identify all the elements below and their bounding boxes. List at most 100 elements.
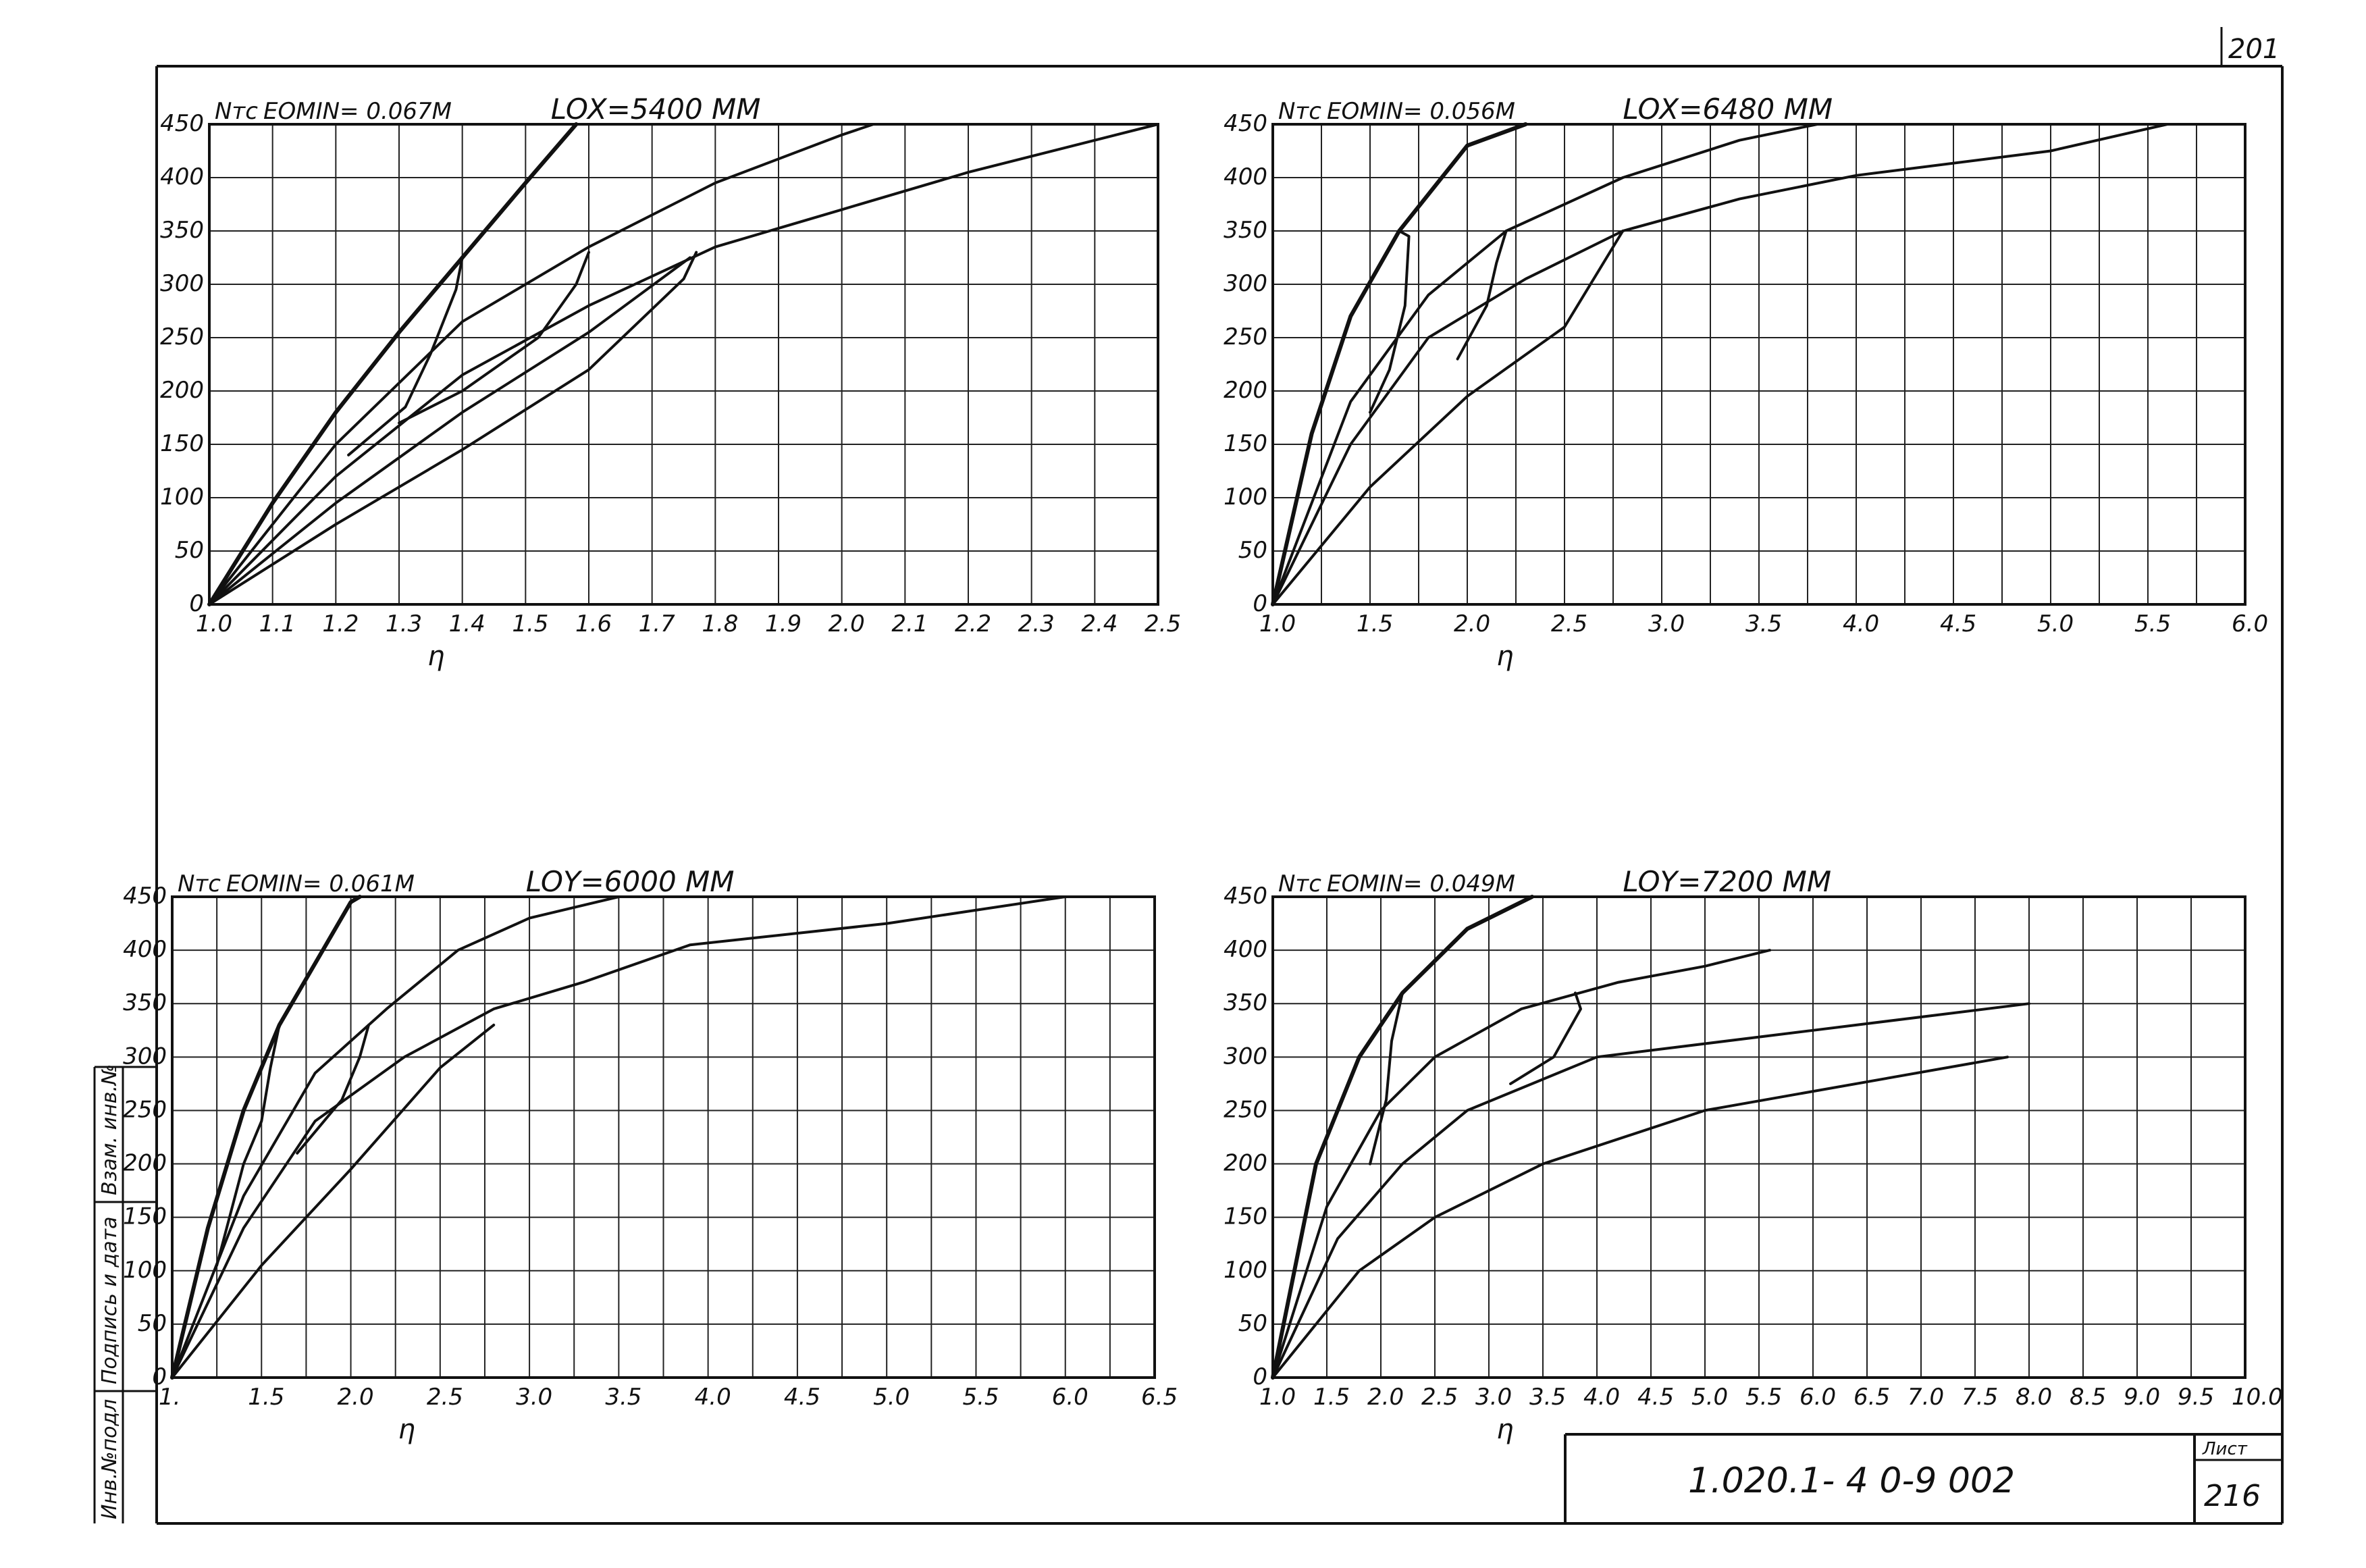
series-line-1 — [1271, 122, 1528, 606]
series-line-6 — [1456, 230, 1508, 361]
y-tick-label: 150 — [1224, 430, 1267, 457]
x-tick-label: 5.5 — [962, 1384, 999, 1411]
x-tick-label: 2.3 — [1018, 610, 1055, 637]
x-tick-label: 8.5 — [2070, 1384, 2106, 1411]
chart-subtitle: LOX=5400 ММ — [551, 93, 761, 126]
x-tick-label: 4.0 — [1583, 1384, 1620, 1411]
x-tick-label: 1.5 — [1357, 610, 1393, 637]
chart-title: EOMIN= 0.049М — [1327, 870, 1515, 897]
x-tick-label: 4.0 — [695, 1384, 731, 1411]
y-tick-label: 100 — [1224, 484, 1267, 511]
series-line-4 — [1271, 230, 1625, 606]
x-tick-label: 2.5 — [427, 1384, 463, 1411]
y-tick-label: 350 — [1224, 217, 1267, 244]
y-tick-label: 300 — [123, 1043, 167, 1070]
series-line-6 — [1509, 991, 1582, 1085]
series-line-7 — [398, 251, 590, 425]
y-tick-label: 250 — [1224, 1096, 1267, 1123]
y-tick-label: 0 — [152, 1363, 167, 1390]
series-line-1 — [1271, 895, 1534, 1380]
y-tick-label: 450 — [123, 883, 167, 910]
x-tick-label: 3.0 — [1648, 610, 1685, 637]
x-tick-label: 3.5 — [1745, 610, 1782, 637]
x-tick-label: 2.5 — [1421, 1384, 1458, 1411]
x-tick-label: 5.0 — [873, 1384, 910, 1411]
x-tick-label: 3.0 — [1475, 1384, 1512, 1411]
y-tick-label: 350 — [1224, 989, 1267, 1016]
series-line-6 — [347, 256, 464, 456]
x-tick-label: 1.6 — [575, 610, 612, 637]
y-tick-label: 50 — [175, 537, 204, 564]
drawing-designation: 1.020.1- 4 0-9 002 — [1688, 1461, 2015, 1501]
y-tick-label: 50 — [138, 1310, 167, 1337]
side-label-signature-date: Подпись и дата — [98, 1217, 122, 1385]
series-line-1 — [170, 895, 362, 1380]
x-tick-label: 1.7 — [639, 610, 675, 637]
x-tick-label: 2.0 — [829, 610, 865, 637]
series-line-3 — [208, 123, 1159, 606]
y-tick-label: 200 — [1224, 1150, 1267, 1177]
y-tick-label: 200 — [1224, 377, 1267, 404]
chart-title: EOMIN= 0.056М — [1327, 98, 1515, 125]
y-tick-label: 350 — [160, 217, 204, 244]
x-tick-label: 4.5 — [1940, 610, 1976, 637]
x-axis-label: η — [398, 1414, 415, 1445]
x-tick-label: 5.5 — [1745, 1384, 1782, 1411]
chart-title: EOMIN= 0.067М — [263, 98, 452, 125]
y-tick-label: 400 — [1224, 163, 1267, 190]
series-line-5 — [215, 1023, 281, 1267]
series-line-4 — [208, 256, 691, 606]
x-tick-label: 6.0 — [2232, 610, 2268, 637]
y-tick-label: 200 — [160, 377, 204, 404]
x-tick-label: 4.0 — [1843, 610, 1879, 637]
series-line-6 — [296, 1023, 370, 1155]
y-tick-label: 100 — [123, 1257, 167, 1284]
series-line-3 — [1271, 1002, 2030, 1379]
x-tick-label: 2.0 — [338, 1384, 374, 1411]
y-tick-label: 350 — [123, 989, 167, 1016]
series-line-5 — [1369, 991, 1404, 1166]
x-tick-label: 1.4 — [449, 610, 485, 637]
x-tick-label: 3.5 — [605, 1384, 641, 1411]
y-tick-label: 250 — [123, 1096, 167, 1123]
x-tick-label: 9.5 — [2178, 1384, 2214, 1411]
chart-series-label: Nтс — [178, 870, 221, 897]
y-tick-label: 400 — [160, 163, 204, 190]
series-line-2 — [208, 123, 875, 606]
x-tick-label: 5.0 — [1691, 1384, 1728, 1411]
y-tick-label: 200 — [123, 1150, 167, 1177]
x-tick-label: 1.8 — [702, 610, 738, 637]
series-line-1 — [207, 122, 579, 606]
x-tick-label: 1.5 — [248, 1384, 284, 1411]
y-tick-label: 100 — [160, 484, 204, 511]
x-tick-label: 1.5 — [512, 610, 548, 637]
chart-subtitle: LOX=6480 ММ — [1623, 93, 1833, 126]
series-line-2 — [1271, 949, 1771, 1379]
plot-frame — [208, 123, 1159, 606]
y-tick-label: 50 — [1238, 537, 1267, 564]
x-tick-label: 6.5 — [1141, 1384, 1178, 1411]
x-tick-label: 2.4 — [1081, 610, 1118, 637]
x-tick-label: 2.2 — [955, 610, 991, 637]
y-tick-label: 300 — [160, 270, 204, 297]
sheet-number: 216 — [2204, 1479, 2261, 1513]
y-tick-label: 400 — [1224, 936, 1267, 963]
x-axis-label: η — [1496, 641, 1513, 672]
x-tick-label: 5.5 — [2134, 610, 2171, 637]
chart-series-label: Nтс — [1278, 870, 1321, 897]
series-line-5 — [208, 251, 698, 606]
x-tick-label: 10.0 — [2232, 1384, 2283, 1411]
chart-series-label: Nтс — [1278, 98, 1321, 125]
x-tick-label: 1. — [159, 1384, 180, 1411]
plot-frame — [1271, 895, 2246, 1379]
side-label-inv-no: Инв.№подл — [98, 1399, 122, 1519]
x-tick-label: 1.3 — [386, 610, 422, 637]
series-line-5 — [1369, 230, 1411, 414]
y-tick-label: 100 — [1224, 1257, 1267, 1284]
y-tick-label: 150 — [123, 1203, 167, 1230]
x-tick-label: 7.0 — [1908, 1384, 1944, 1411]
y-tick-label: 450 — [160, 110, 204, 137]
x-tick-label: 6.5 — [1854, 1384, 1890, 1411]
x-tick-label: 1.0 — [1259, 1384, 1296, 1411]
y-tick-label: 250 — [160, 323, 204, 350]
